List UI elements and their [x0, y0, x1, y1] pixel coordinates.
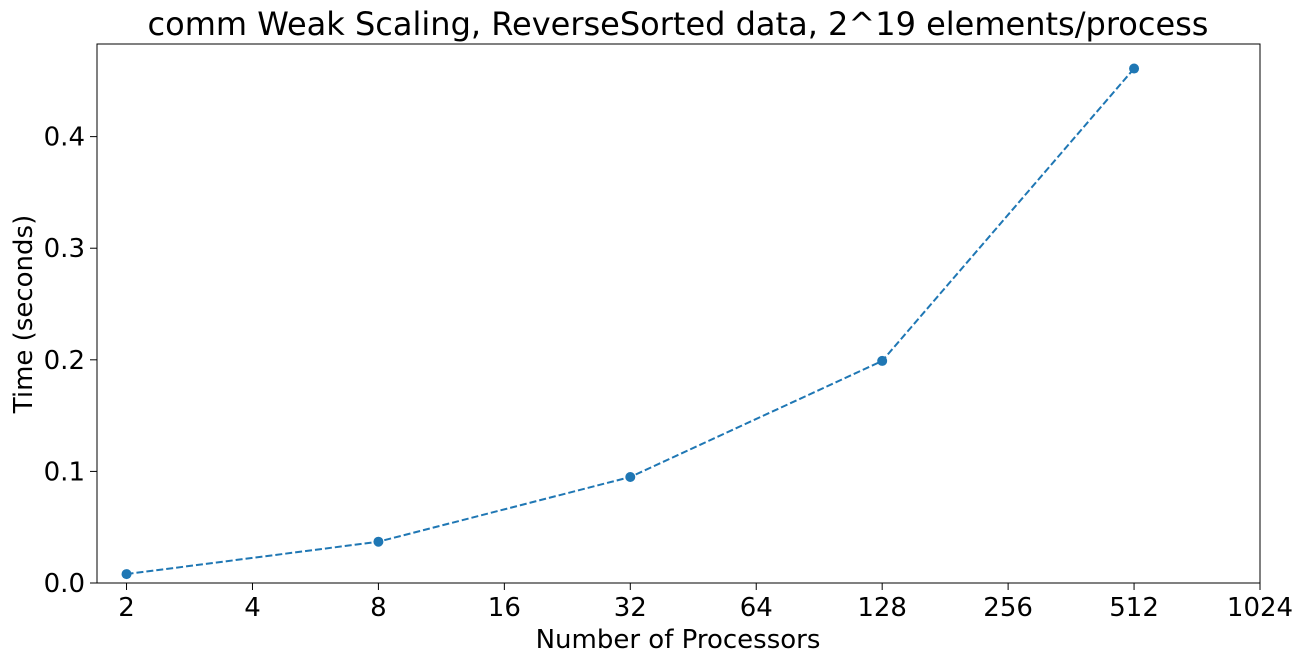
x-tick-label: 32 — [614, 593, 647, 623]
y-tick-label: 0.4 — [44, 123, 85, 153]
data-point — [373, 536, 384, 547]
x-tick-label: 512 — [1109, 593, 1159, 623]
x-axis-ticks: 2 4 8 16 32 64 128 256 512 1024 — [118, 583, 1293, 623]
x-tick-label: 128 — [857, 593, 907, 623]
data-point — [877, 355, 888, 366]
x-tick-label: 64 — [740, 593, 773, 623]
y-axis-ticks: 0.0 0.1 0.2 0.3 0.4 — [44, 123, 97, 599]
x-axis-label: Number of Processors — [536, 625, 821, 655]
y-tick-label: 0.2 — [44, 346, 85, 376]
data-point — [625, 471, 636, 482]
data-point — [1129, 63, 1140, 74]
chart-title: comm Weak Scaling, ReverseSorted data, 2… — [148, 5, 1209, 43]
y-tick-label: 0.1 — [44, 457, 85, 487]
x-tick-label: 1024 — [1227, 593, 1293, 623]
x-tick-label: 8 — [370, 593, 387, 623]
x-tick-label: 256 — [983, 593, 1033, 623]
data-point — [121, 569, 132, 580]
plot-area-frame — [96, 43, 1261, 584]
y-axis-label: Time (seconds) — [9, 215, 39, 414]
series-layer — [121, 63, 1140, 580]
y-tick-label: 0.0 — [44, 569, 85, 599]
x-tick-label: 4 — [244, 593, 261, 623]
x-tick-label: 16 — [488, 593, 521, 623]
y-tick-label: 0.3 — [44, 234, 85, 264]
x-tick-label: 2 — [118, 593, 135, 623]
series-line — [126, 67, 1135, 576]
